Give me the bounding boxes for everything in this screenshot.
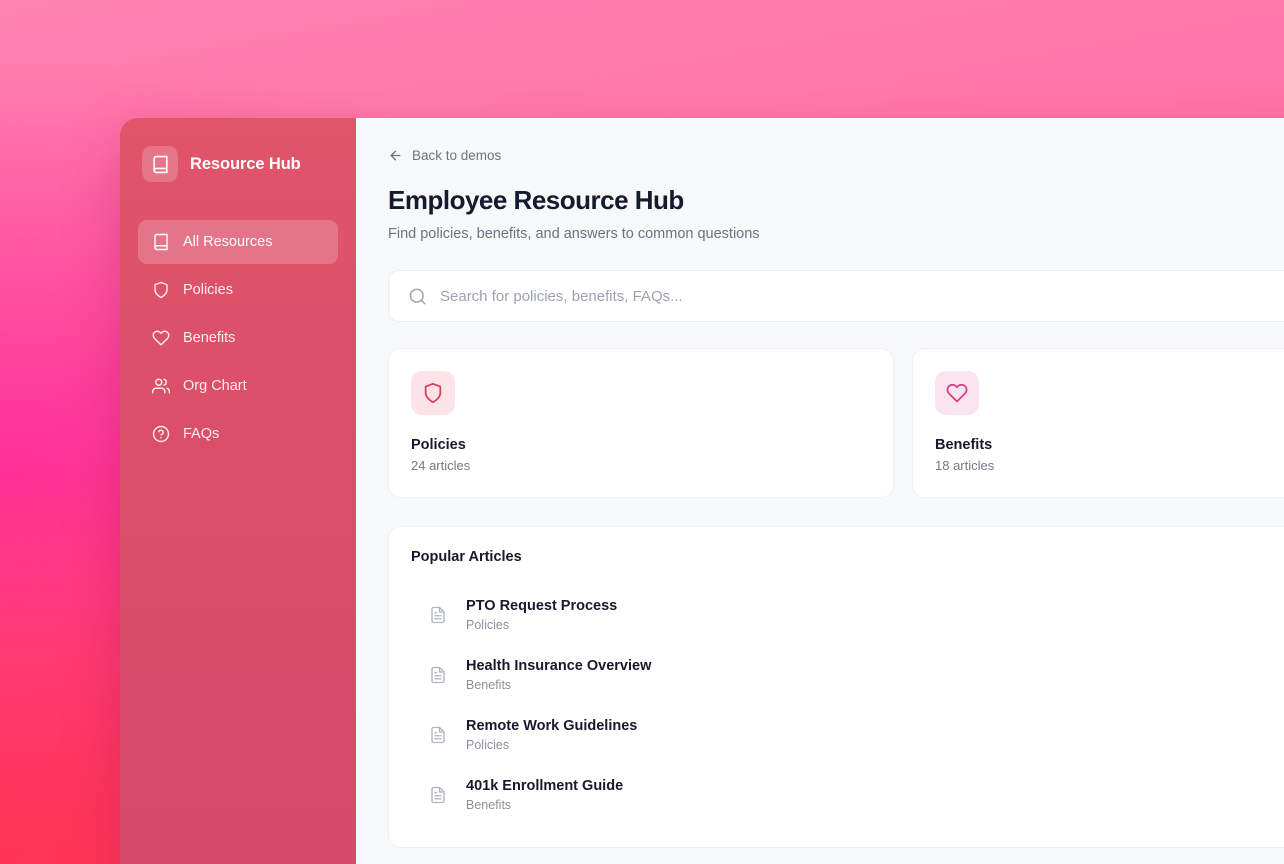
- sidebar-item-label: All Resources: [183, 234, 273, 250]
- arrow-left-icon: [388, 148, 403, 163]
- sidebar-item-benefits[interactable]: Benefits: [138, 316, 338, 360]
- article-category: Benefits: [466, 798, 512, 812]
- file-text-icon: [429, 786, 447, 804]
- article-category: Policies: [466, 618, 510, 632]
- category-count: 24 articles: [411, 458, 471, 473]
- page-title: Employee Resource Hub: [388, 185, 684, 215]
- popular-articles-panel: Popular Articles: [388, 526, 1284, 848]
- file-text-icon: [429, 726, 447, 744]
- sidebar-item-label: Benefits: [183, 330, 236, 346]
- book-icon: [142, 146, 178, 182]
- sidebar-nav: All Resources Policies: [138, 220, 338, 456]
- article-category: Benefits: [466, 678, 512, 692]
- sidebar-item-label: Policies: [183, 282, 233, 298]
- article-category: Policies: [466, 738, 510, 752]
- page-subtitle: Find policies, benefits, and answers to …: [388, 226, 760, 242]
- file-text-icon: [429, 666, 447, 684]
- list-item[interactable]: Health Insurance Overview Benefits: [411, 645, 1284, 705]
- sidebar: Resource Hub All Resources: [120, 118, 356, 864]
- main-content: Back to demos Employee Resource Hub Find…: [356, 118, 1284, 864]
- article-title: Remote Work Guidelines: [466, 718, 638, 734]
- search-input[interactable]: [440, 287, 1284, 305]
- search-icon: [408, 287, 427, 306]
- help-circle-icon: [152, 425, 170, 443]
- article-title: Health Insurance Overview: [466, 658, 652, 674]
- app-window: Resource Hub All Resources: [120, 118, 1284, 864]
- back-link-label: Back to demos: [412, 148, 502, 163]
- brand: Resource Hub: [138, 146, 338, 182]
- brand-name: Resource Hub: [190, 154, 301, 173]
- back-to-demos-link[interactable]: Back to demos: [388, 148, 501, 163]
- heart-icon: [935, 371, 979, 415]
- shield-icon: [152, 281, 170, 299]
- list-item[interactable]: 401k Enrollment Guide Benefits: [411, 765, 1284, 825]
- sidebar-item-all-resources[interactable]: All Resources: [138, 220, 338, 264]
- sidebar-item-org-chart[interactable]: Org Chart: [138, 364, 338, 408]
- sidebar-item-label: FAQs: [183, 426, 220, 442]
- article-title: 401k Enrollment Guide: [466, 778, 624, 794]
- article-list: PTO Request Process Policies: [411, 585, 1284, 825]
- category-card-grid: Policies 24 articles Benefits 18 article…: [388, 348, 1284, 498]
- category-card-policies[interactable]: Policies 24 articles: [388, 348, 894, 498]
- sidebar-item-label: Org Chart: [183, 378, 247, 394]
- popular-articles-title: Popular Articles: [411, 549, 522, 565]
- article-title: PTO Request Process: [466, 598, 618, 614]
- sidebar-item-faqs[interactable]: FAQs: [138, 412, 338, 456]
- list-item[interactable]: PTO Request Process Policies: [411, 585, 1284, 645]
- shield-icon: [411, 371, 455, 415]
- search-box[interactable]: [388, 270, 1284, 322]
- heart-icon: [152, 329, 170, 347]
- book-icon: [152, 233, 170, 251]
- list-item[interactable]: Remote Work Guidelines Policies: [411, 705, 1284, 765]
- file-text-icon: [429, 606, 447, 624]
- category-title: Benefits: [935, 437, 993, 453]
- category-count: 18 articles: [935, 458, 995, 473]
- category-card-benefits[interactable]: Benefits 18 articles: [912, 348, 1284, 498]
- sidebar-item-policies[interactable]: Policies: [138, 268, 338, 312]
- users-icon: [152, 377, 170, 395]
- category-title: Policies: [411, 437, 466, 453]
